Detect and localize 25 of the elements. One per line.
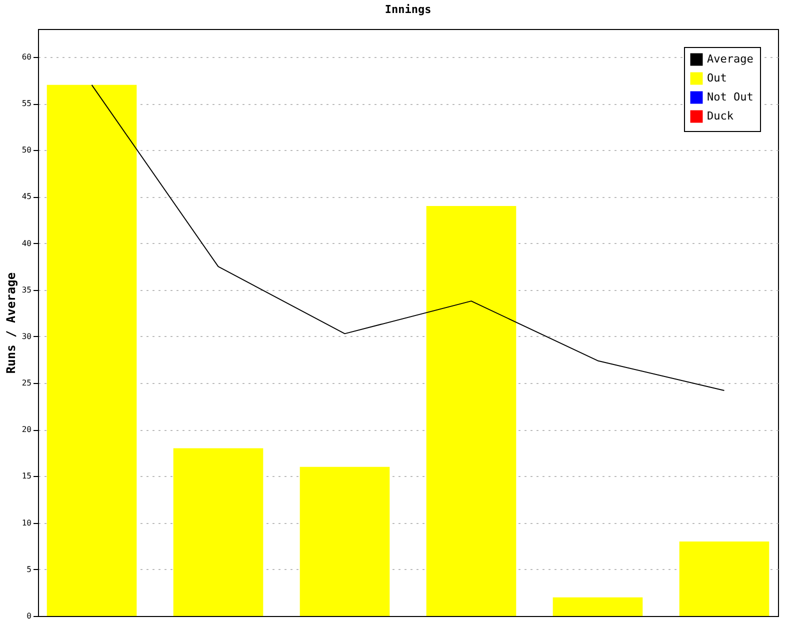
y-tick-label: 15 (22, 472, 32, 481)
bar (679, 541, 770, 616)
bar (426, 206, 516, 616)
y-tick-label: 5 (26, 564, 32, 574)
y-tick-label: 0 (26, 612, 32, 620)
bar (173, 448, 264, 616)
y-tick-label: 55 (22, 99, 32, 108)
y-tick-label: 10 (22, 518, 32, 528)
y-axis-title: Runs / Average (4, 272, 18, 374)
y-tick-label: 35 (22, 285, 32, 294)
chart-title: Innings (384, 3, 432, 16)
y-tick-label: 30 (22, 332, 32, 341)
legend-label: Duck (707, 110, 734, 122)
y-tick-label: 60 (22, 52, 32, 62)
legend-label: Out (707, 72, 727, 84)
y-tick-label: 45 (22, 192, 32, 202)
legend-label: Not Out (707, 90, 754, 104)
bar (300, 466, 390, 616)
y-tick-label: 25 (22, 378, 32, 388)
y-tick-label: 40 (22, 238, 32, 248)
bar (46, 84, 137, 616)
bar (552, 597, 643, 616)
legend-label: Average (707, 52, 754, 66)
y-tick-label: 20 (22, 425, 32, 434)
y-tick-label: 50 (22, 146, 32, 155)
